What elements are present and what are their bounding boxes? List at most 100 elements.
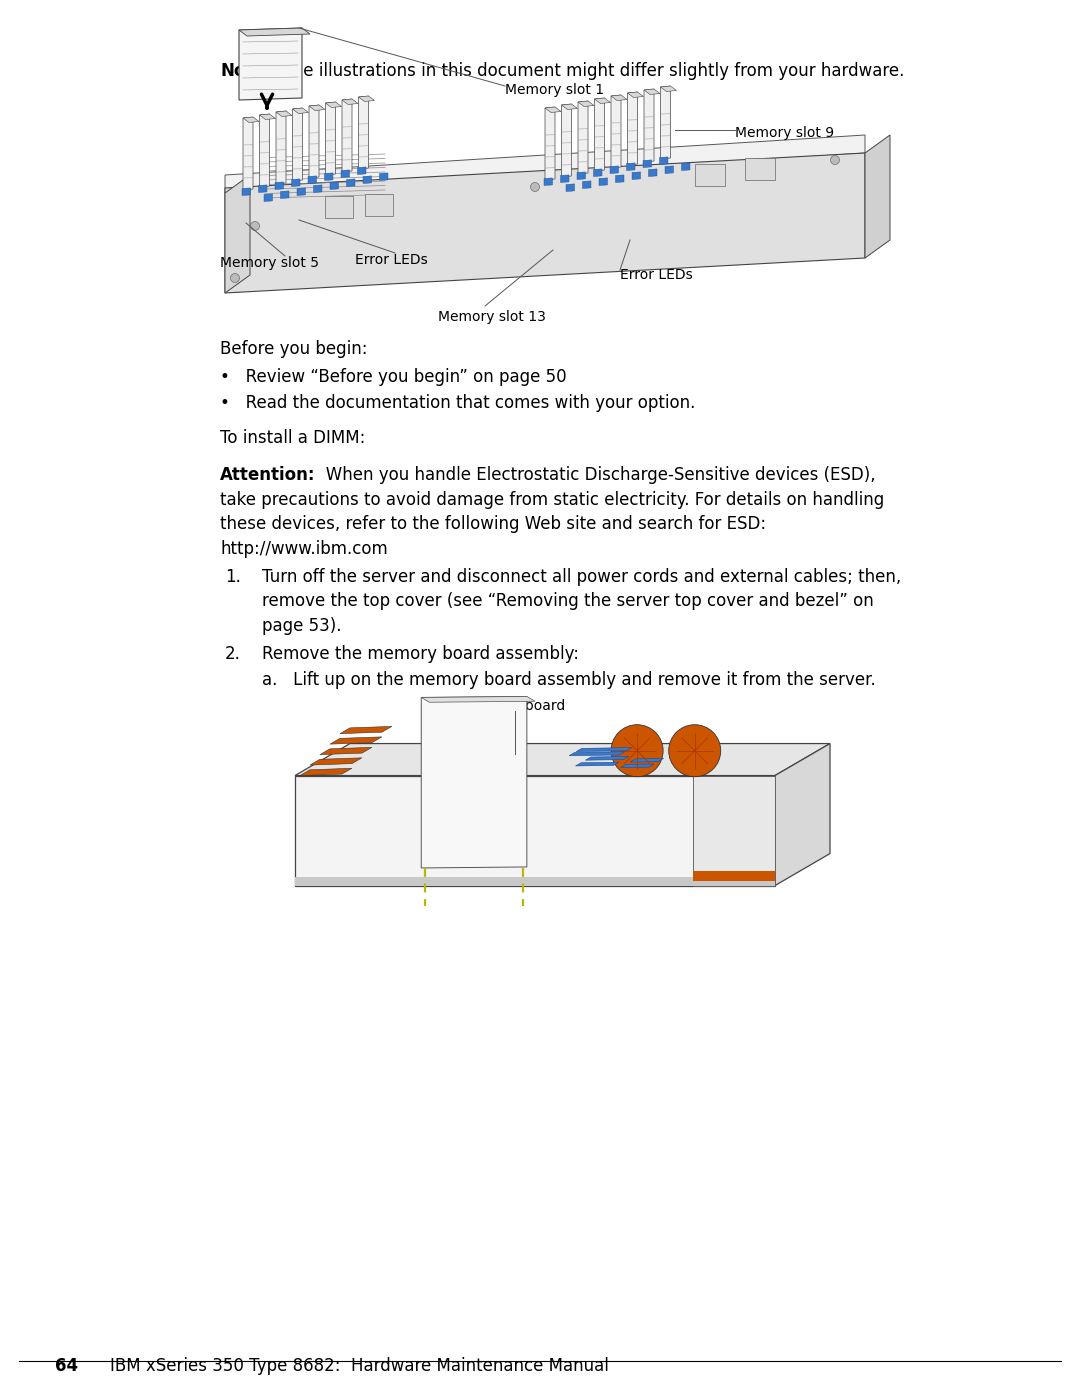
Polygon shape <box>259 115 275 120</box>
Polygon shape <box>313 184 322 193</box>
Polygon shape <box>576 763 619 766</box>
Polygon shape <box>259 115 270 187</box>
Circle shape <box>230 274 240 282</box>
Polygon shape <box>330 182 338 190</box>
Polygon shape <box>630 759 663 763</box>
Polygon shape <box>660 156 669 165</box>
Polygon shape <box>627 92 644 98</box>
Polygon shape <box>325 102 341 108</box>
Polygon shape <box>357 166 366 175</box>
Polygon shape <box>577 747 632 752</box>
Polygon shape <box>544 177 553 186</box>
Polygon shape <box>258 184 267 193</box>
Text: 1.: 1. <box>225 567 241 585</box>
Text: Memory board: Memory board <box>464 698 566 712</box>
Polygon shape <box>309 105 319 177</box>
Polygon shape <box>562 103 578 109</box>
Polygon shape <box>320 747 372 754</box>
Polygon shape <box>243 117 253 190</box>
Polygon shape <box>578 101 588 175</box>
Text: Turn off the server and disconnect all power cords and external cables; then,: Turn off the server and disconnect all p… <box>262 567 901 585</box>
Text: The illustrations in this document might differ slightly from your hardware.: The illustrations in this document might… <box>272 61 904 80</box>
Polygon shape <box>577 172 585 179</box>
Polygon shape <box>561 175 569 183</box>
Polygon shape <box>421 697 535 703</box>
Polygon shape <box>276 110 292 116</box>
Polygon shape <box>661 87 676 91</box>
Polygon shape <box>225 175 249 293</box>
Polygon shape <box>545 108 555 180</box>
Polygon shape <box>569 752 624 756</box>
Polygon shape <box>611 95 621 168</box>
Circle shape <box>611 725 663 777</box>
Polygon shape <box>578 101 594 106</box>
Text: Attention:: Attention: <box>220 467 315 485</box>
Polygon shape <box>225 154 865 293</box>
Polygon shape <box>775 743 831 886</box>
Bar <box>745 158 775 180</box>
Polygon shape <box>225 136 865 193</box>
Polygon shape <box>582 180 591 189</box>
Polygon shape <box>611 95 627 101</box>
Text: Error LEDs: Error LEDs <box>620 268 692 282</box>
Text: remove the top cover (see “Removing the server top cover and bezel” on: remove the top cover (see “Removing the … <box>262 592 874 610</box>
Polygon shape <box>264 194 272 201</box>
Polygon shape <box>610 166 619 173</box>
Polygon shape <box>661 87 671 159</box>
Polygon shape <box>330 736 382 745</box>
Polygon shape <box>562 103 571 177</box>
Polygon shape <box>295 775 775 886</box>
Polygon shape <box>693 870 775 880</box>
Polygon shape <box>627 92 637 165</box>
Polygon shape <box>632 172 640 179</box>
Text: take precautions to avoid damage from static electricity. For details on handlin: take precautions to avoid damage from st… <box>220 490 885 509</box>
Polygon shape <box>293 108 309 113</box>
Polygon shape <box>363 176 372 183</box>
Polygon shape <box>594 98 605 170</box>
Text: Memory slot 13: Memory slot 13 <box>438 310 545 324</box>
Polygon shape <box>309 105 325 110</box>
Text: •   Read the documentation that comes with your option.: • Read the documentation that comes with… <box>220 394 696 412</box>
Polygon shape <box>621 764 654 767</box>
Bar <box>365 194 393 217</box>
Text: page 53).: page 53). <box>262 617 341 634</box>
Text: Memory slot 1: Memory slot 1 <box>505 82 604 96</box>
Text: Before you begin:: Before you begin: <box>220 339 367 358</box>
Polygon shape <box>342 99 352 172</box>
Circle shape <box>831 155 839 165</box>
Text: Memory slot 9: Memory slot 9 <box>735 126 834 140</box>
Polygon shape <box>599 177 607 186</box>
Polygon shape <box>545 108 561 113</box>
Polygon shape <box>340 726 392 733</box>
Circle shape <box>251 222 259 231</box>
Polygon shape <box>421 697 527 868</box>
Text: To install a DIMM:: To install a DIMM: <box>220 429 365 447</box>
Polygon shape <box>293 108 302 182</box>
Text: Note:: Note: <box>220 61 271 80</box>
Circle shape <box>530 183 540 191</box>
Polygon shape <box>566 184 575 191</box>
Polygon shape <box>341 170 350 177</box>
Polygon shape <box>242 189 251 196</box>
Polygon shape <box>379 173 388 180</box>
Polygon shape <box>275 182 283 190</box>
Polygon shape <box>626 163 635 170</box>
Polygon shape <box>681 163 690 170</box>
Polygon shape <box>644 89 660 95</box>
Text: these devices, refer to the following Web site and search for ESD:: these devices, refer to the following We… <box>220 515 766 534</box>
Polygon shape <box>325 102 336 175</box>
Polygon shape <box>276 110 286 184</box>
Polygon shape <box>292 179 300 187</box>
Polygon shape <box>643 159 651 168</box>
Text: 64: 64 <box>55 1356 78 1375</box>
Polygon shape <box>308 176 316 183</box>
Text: http://www.ibm.com: http://www.ibm.com <box>220 539 388 557</box>
Polygon shape <box>324 173 333 180</box>
Bar <box>696 163 725 186</box>
Text: IBM xSeries 350 Type 8682:  Hardware Maintenance Manual: IBM xSeries 350 Type 8682: Hardware Main… <box>110 1356 609 1375</box>
Polygon shape <box>239 28 302 101</box>
Polygon shape <box>310 757 362 766</box>
Polygon shape <box>347 179 355 187</box>
Polygon shape <box>281 191 289 198</box>
Polygon shape <box>594 169 602 176</box>
